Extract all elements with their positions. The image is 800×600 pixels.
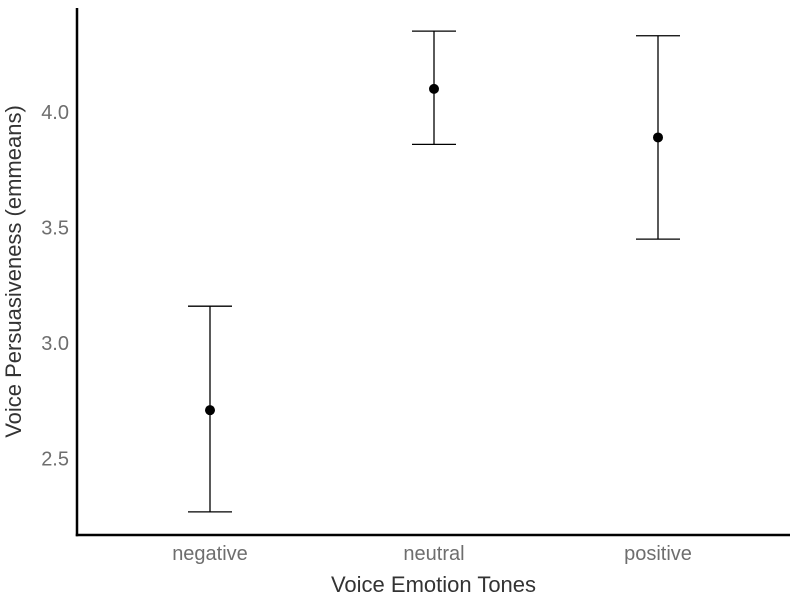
- y-axis-title: Voice Persuasiveness (emmeans): [1, 105, 26, 438]
- y-axis-ticks: 2.5 3.0 3.5 4.0: [41, 102, 69, 471]
- data-point-neutral: [429, 83, 439, 94]
- x-axis-ticks: negative neutral positive: [172, 543, 692, 565]
- y-tick-label: 3.0: [41, 333, 69, 355]
- x-tick-label-negative: negative: [172, 543, 248, 565]
- y-tick-label: 2.5: [41, 449, 69, 471]
- plot-marks: [188, 30, 680, 513]
- data-point-negative: [205, 405, 215, 416]
- x-tick-label-positive: positive: [624, 543, 692, 565]
- x-axis-title: Voice Emotion Tones: [331, 572, 536, 597]
- y-tick-label: 4.0: [41, 102, 69, 124]
- data-point-positive: [653, 132, 663, 143]
- x-tick-label-neutral: neutral: [403, 543, 464, 565]
- y-tick-label: 3.5: [41, 218, 69, 240]
